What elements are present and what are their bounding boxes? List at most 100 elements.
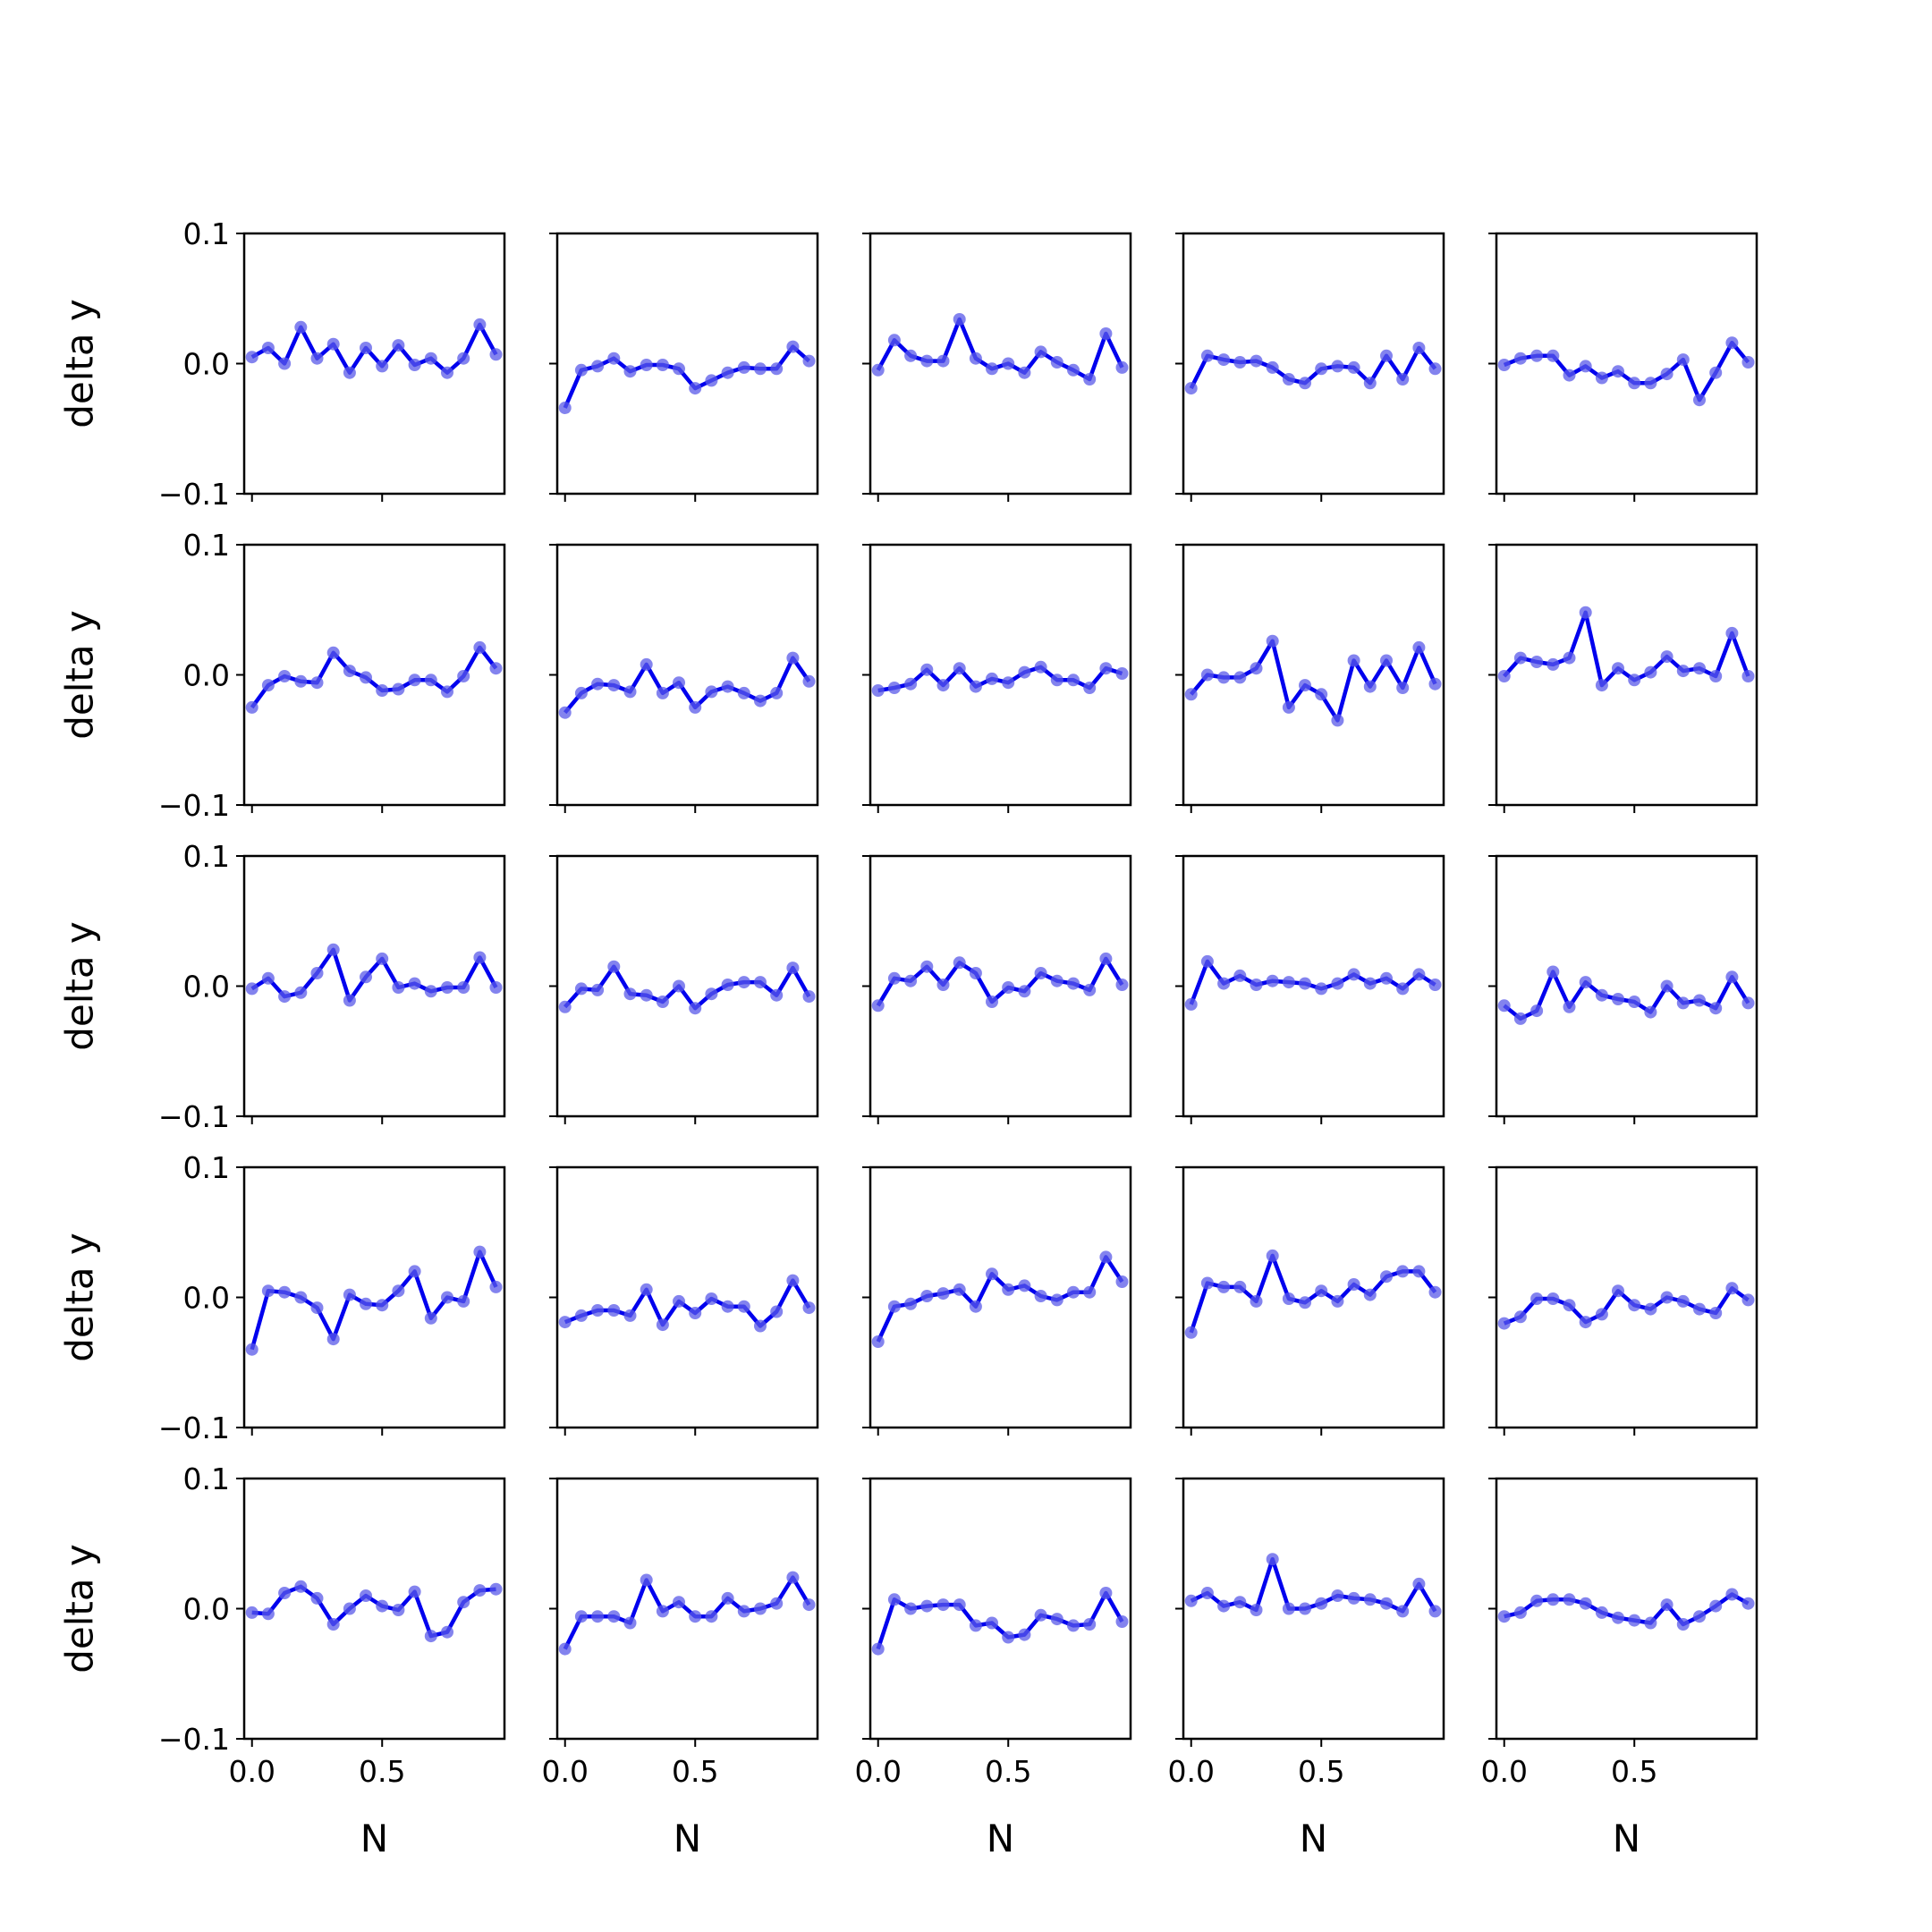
data-point <box>1676 665 1690 678</box>
y-tick-label: 0.1 <box>183 1150 230 1185</box>
data-point <box>457 1596 470 1609</box>
data-point <box>1299 1296 1311 1309</box>
data-point <box>705 1292 718 1305</box>
y-tick-label: 0.0 <box>183 1592 230 1627</box>
subplot <box>1488 232 1758 502</box>
data-point <box>1595 1308 1608 1321</box>
data-point <box>640 1573 653 1587</box>
data-point <box>489 1280 503 1293</box>
subplot <box>1175 543 1445 813</box>
data-point <box>1628 674 1641 687</box>
data-point <box>1018 665 1031 679</box>
data-point <box>1530 1292 1544 1305</box>
data-point <box>310 967 324 979</box>
data-point <box>887 682 901 694</box>
data-point <box>1315 362 1328 376</box>
data-point <box>1628 1614 1641 1627</box>
data-point <box>1034 967 1047 979</box>
data-point <box>376 1599 389 1613</box>
data-point <box>1347 1278 1360 1291</box>
data-point <box>1563 1000 1576 1013</box>
series-line <box>1503 1286 1750 1326</box>
data-point <box>473 1245 487 1258</box>
data-point <box>392 1604 405 1616</box>
data-point <box>1184 997 1198 1011</box>
data-point <box>1083 1285 1097 1299</box>
subplot <box>549 232 819 502</box>
data-point <box>689 1610 702 1623</box>
x-axis-label: N <box>360 1817 388 1860</box>
data-point <box>310 1301 324 1315</box>
data-point <box>591 360 605 373</box>
data-point <box>1282 976 1295 989</box>
data-point <box>1233 1596 1247 1609</box>
data-point <box>920 960 934 973</box>
data-point <box>1725 1588 1739 1601</box>
data-point <box>326 943 340 956</box>
x-tick-label: 0.0 <box>541 1754 588 1789</box>
data-point <box>1217 977 1231 990</box>
data-point <box>1018 985 1031 998</box>
data-point <box>591 677 605 691</box>
subplot: −0.1 0.0 0.1 delta y <box>58 1150 506 1445</box>
data-point <box>802 674 816 688</box>
data-point <box>1612 365 1624 378</box>
data-point <box>1315 982 1328 996</box>
data-point <box>1200 1276 1214 1290</box>
data-point <box>1266 974 1279 987</box>
data-point <box>936 679 950 692</box>
data-point <box>754 362 767 376</box>
data-point <box>1676 1618 1690 1631</box>
data-point <box>1709 670 1723 682</box>
y-tick-label: 0.1 <box>183 528 230 563</box>
subplot <box>862 543 1132 813</box>
data-point <box>1660 1291 1674 1304</box>
data-point <box>953 956 966 970</box>
data-point <box>1200 349 1214 362</box>
data-point <box>1497 999 1511 1013</box>
data-point <box>786 1571 800 1584</box>
data-point <box>1331 714 1344 727</box>
subplot: −0.1 0.0 0.1 delta y <box>58 839 506 1134</box>
data-point <box>1315 1597 1328 1610</box>
data-point <box>1067 674 1080 687</box>
data-point <box>1233 671 1247 684</box>
series-line <box>1504 1592 1750 1627</box>
data-point <box>1299 1602 1311 1615</box>
data-point <box>1099 327 1113 340</box>
data-point <box>1595 679 1608 692</box>
data-point <box>969 967 982 979</box>
data-point <box>1050 674 1063 687</box>
data-point <box>1546 1593 1560 1606</box>
data-point <box>1018 1279 1031 1292</box>
data-point <box>1628 1299 1641 1312</box>
data-point <box>1676 353 1690 367</box>
y-tick-label: 0.1 <box>183 1462 230 1496</box>
data-point <box>326 1333 340 1346</box>
data-point <box>1184 382 1198 395</box>
data-point <box>1331 1589 1344 1602</box>
data-point <box>278 670 292 682</box>
subplot <box>1488 854 1758 1124</box>
data-point <box>278 357 292 370</box>
data-point <box>408 1585 421 1598</box>
x-tick-label: 0.5 <box>359 1754 405 1789</box>
data-point <box>360 671 372 684</box>
data-point <box>1644 1302 1657 1316</box>
data-point <box>261 1607 275 1621</box>
data-point <box>1050 1293 1063 1307</box>
x-axis-label: N <box>1613 1817 1640 1860</box>
series-line <box>250 1250 498 1351</box>
subplot <box>1175 1165 1445 1436</box>
data-point <box>689 382 702 395</box>
y-tick-label: −0.1 <box>158 1722 230 1757</box>
data-point <box>887 1300 901 1313</box>
data-point <box>441 981 453 994</box>
data-point <box>770 686 784 699</box>
data-point <box>1050 1613 1063 1626</box>
data-point <box>441 366 453 379</box>
series-line <box>1503 610 1750 688</box>
data-point <box>343 1602 356 1615</box>
data-point <box>802 354 816 368</box>
